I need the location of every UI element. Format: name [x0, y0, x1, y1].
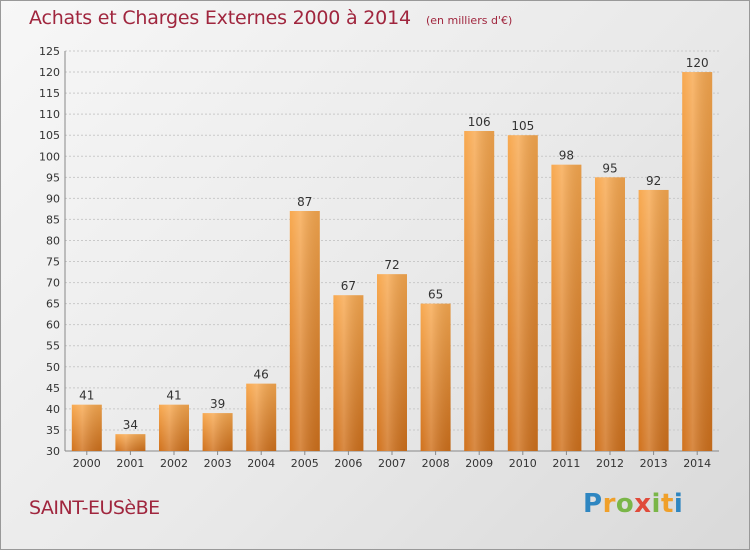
- bar-value-label: 67: [341, 279, 356, 293]
- y-tick-label: 35: [46, 424, 60, 437]
- bar-value-label: 120: [686, 56, 709, 70]
- y-tick-label: 50: [46, 361, 60, 374]
- y-tick-label: 115: [39, 87, 60, 100]
- bar-shine: [202, 413, 233, 451]
- x-tick-label: 2002: [160, 457, 188, 470]
- bar-shine: [289, 211, 320, 451]
- bar-value-label: 105: [511, 119, 534, 133]
- bar-value-label: 41: [166, 389, 181, 403]
- y-tick-label: 75: [46, 256, 60, 269]
- y-tick-label: 110: [39, 108, 60, 121]
- y-tick-label: 100: [39, 150, 60, 163]
- bar-shine: [377, 274, 407, 451]
- y-tick-label: 95: [46, 171, 60, 184]
- bar-value-label: 92: [646, 174, 661, 188]
- y-tick-label: 65: [46, 298, 60, 311]
- x-tick-label: 2004: [247, 457, 275, 470]
- x-tick-label: 2009: [465, 457, 493, 470]
- bar-shine: [71, 404, 102, 451]
- x-tick-label: 2000: [73, 457, 101, 470]
- bar-value-label: 87: [297, 195, 312, 209]
- bar-shine: [682, 72, 713, 451]
- bar-value-label: 34: [123, 418, 138, 432]
- proxiti-logo: Proxiti: [583, 489, 684, 519]
- unit-label: (en milliers d'€): [425, 14, 513, 27]
- bar-value-label: 39: [210, 397, 225, 411]
- bar-shine: [333, 295, 364, 451]
- x-tick-label: 2014: [683, 457, 711, 470]
- bar-shine: [638, 189, 669, 451]
- y-tick-label: 105: [39, 129, 60, 142]
- y-tick-label: 125: [39, 45, 60, 58]
- x-tick-label: 2012: [596, 457, 624, 470]
- bar-value-label: 98: [559, 149, 574, 163]
- y-tick-label: 85: [46, 213, 60, 226]
- y-tick-label: 30: [46, 445, 60, 458]
- x-tick-label: 2007: [378, 457, 406, 470]
- x-tick-label: 2010: [509, 457, 537, 470]
- y-tick-label: 40: [46, 403, 60, 416]
- y-tick-label: 90: [46, 192, 60, 205]
- x-tick-label: 2001: [116, 457, 144, 470]
- x-tick-label: 2013: [640, 457, 668, 470]
- bar-value-label: 46: [254, 368, 269, 382]
- bar-shine: [464, 131, 495, 451]
- y-tick-label: 70: [46, 277, 60, 290]
- chart-title: Achats et Charges Externes 2000 à 2014: [29, 7, 411, 29]
- commune-name: SAINT-EUSèBE: [29, 497, 160, 519]
- bar-shine: [551, 164, 582, 451]
- x-tick-label: 2008: [422, 457, 450, 470]
- bar-shine: [420, 303, 451, 451]
- x-tick-label: 2011: [552, 457, 580, 470]
- x-tick-label: 2005: [291, 457, 319, 470]
- y-tick-label: 120: [39, 66, 60, 79]
- y-tick-label: 45: [46, 382, 60, 395]
- bar-shine: [246, 383, 277, 451]
- bar-value-label: 95: [602, 161, 617, 175]
- x-tick-label: 2006: [334, 457, 362, 470]
- y-tick-label: 60: [46, 319, 60, 332]
- chart-title-block: Achats et Charges Externes 2000 à 2014 (…: [29, 7, 512, 29]
- bar-value-label: 72: [384, 258, 399, 272]
- bar-shine: [115, 434, 146, 451]
- bar-shine: [159, 404, 189, 451]
- x-tick-label: 2003: [204, 457, 232, 470]
- y-tick-label: 80: [46, 234, 60, 247]
- bar-shine: [507, 135, 538, 452]
- bar-value-label: 106: [468, 115, 491, 129]
- y-tick-label: 55: [46, 340, 60, 353]
- bar-value-label: 41: [79, 389, 94, 403]
- bar-shine: [595, 177, 625, 451]
- bar-value-label: 65: [428, 288, 443, 302]
